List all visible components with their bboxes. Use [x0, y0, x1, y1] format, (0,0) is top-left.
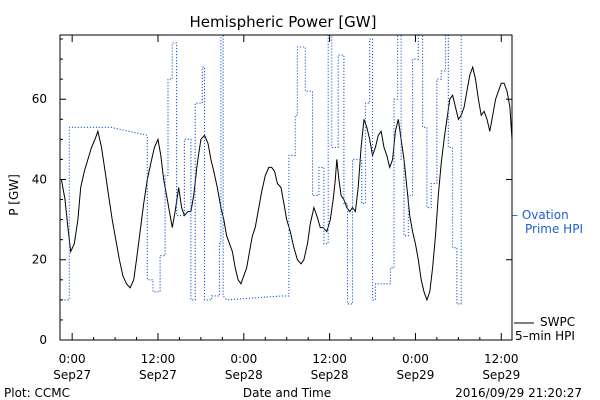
- x-tick-time-label: 12:00: [141, 352, 176, 366]
- footer-plot-credit: Plot: CCMC: [4, 386, 70, 400]
- y-tick-label: 60: [32, 92, 47, 106]
- plot-frame: [59, 34, 513, 341]
- y-tick-label: 40: [32, 172, 47, 186]
- legend-ovation-label-1: – Ovation: [512, 208, 569, 222]
- x-tick-date-label: Sep29: [482, 368, 520, 382]
- legend-ovation-label-2: Prime HPI: [525, 222, 583, 236]
- x-tick-time-label: 12:00: [312, 352, 347, 366]
- x-tick-date-label: Sep28: [225, 368, 263, 382]
- series-line-swpc: [60, 65, 512, 302]
- y-tick-label: 20: [32, 253, 47, 267]
- footer-timestamp: 2016/09/29 21:20:27: [455, 386, 582, 400]
- x-tick-date-label: Sep27: [139, 368, 177, 382]
- x-tick-time-label: 12:00: [484, 352, 519, 366]
- x-tick-time-label: 0:00: [402, 352, 429, 366]
- x-tick-date-label: Sep29: [397, 368, 435, 382]
- x-axis-label: Date and Time: [243, 386, 331, 400]
- y-axis-label: P [GW]: [7, 174, 21, 216]
- y-axis-ticks: 0 20 40 60: [32, 38, 512, 347]
- legend-swpc-label-1: SWPC: [540, 315, 575, 329]
- x-tick-date-label: Sep28: [311, 368, 349, 382]
- series-layer: [60, 35, 512, 305]
- legend-swpc-label-2: 5–min HPI: [515, 329, 575, 343]
- chart-title: Hemispheric Power [GW]: [190, 13, 377, 31]
- x-tick-date-label: Sep27: [53, 368, 91, 382]
- y-tick-label: 0: [39, 333, 47, 347]
- x-tick-time-label: 0:00: [59, 352, 86, 366]
- series-line-ovation: [61, 35, 462, 305]
- x-tick-time-label: 0:00: [230, 352, 257, 366]
- x-axis-ticks: 0:00 Sep27 12:00 Sep27 0:00 Sep28 12:00 Sep28 0:…: [53, 35, 520, 382]
